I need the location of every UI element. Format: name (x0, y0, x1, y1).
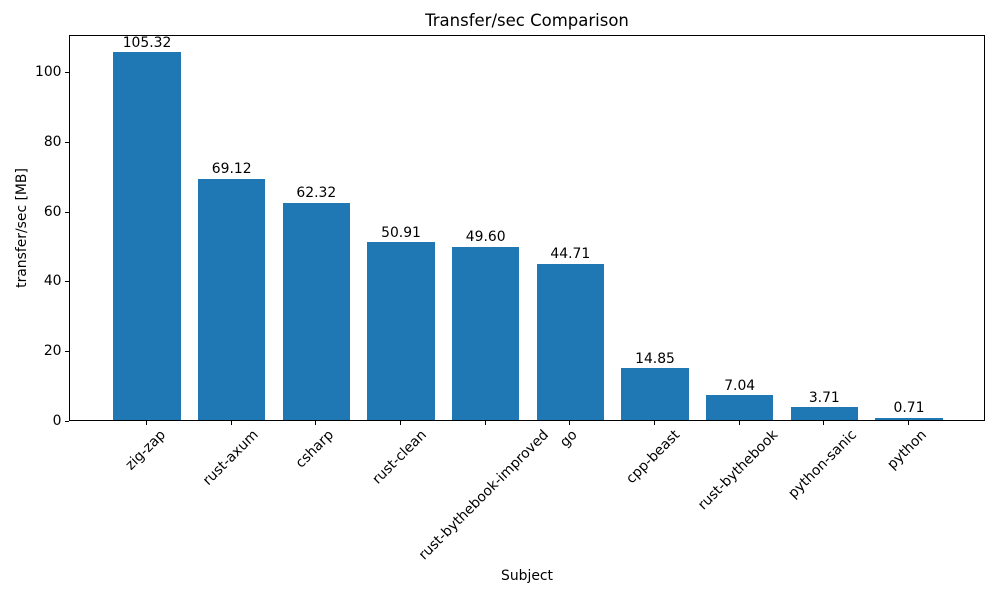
bar-rust-bythebook-improved (451, 246, 520, 420)
bar-rust-bythebook (705, 395, 774, 420)
bar-value-label: 69.12 (211, 161, 252, 178)
bar-cpp-beast (621, 368, 689, 420)
x-tick-label: rust-clean (369, 427, 430, 488)
x-tick-mark (400, 421, 401, 425)
bar-value-label: 44.71 (550, 246, 591, 263)
bar-python (875, 417, 943, 420)
x-tick-label: rust-bythebook (695, 427, 782, 514)
x-tick-mark (230, 421, 232, 425)
x-tick-mark (315, 421, 317, 425)
bar-python-sanic (790, 407, 859, 420)
bar-rust-clean (367, 242, 435, 420)
bar-value-label: 7.04 (724, 377, 756, 394)
chart-title: Transfer/sec Comparison (425, 11, 629, 30)
y-tick-mark (65, 421, 69, 422)
bar-value-label: 50.91 (381, 224, 421, 241)
x-tick-label: zig-zap (122, 427, 169, 474)
x-tick-label: python-sanic (785, 427, 861, 502)
x-tick-mark (823, 421, 825, 425)
y-tick-mark (65, 141, 69, 143)
bar-go (536, 263, 605, 420)
y-tick-mark (65, 351, 69, 353)
bar-value-label: 0.71 (893, 400, 925, 416)
x-tick-mark (569, 421, 571, 425)
bar-value-label: 14.85 (635, 350, 675, 367)
x-tick-label: cpp-beast (623, 427, 684, 487)
x-tick-label: csharp (292, 427, 337, 472)
y-tick-mark (65, 72, 69, 73)
x-tick-mark (738, 421, 740, 425)
bar-value-label: 49.60 (465, 229, 506, 246)
bar-value-label: 3.71 (808, 389, 840, 406)
bar-rust-axum (197, 178, 266, 420)
x-axis-label: Subject (501, 568, 553, 584)
x-tick-mark (654, 421, 655, 425)
x-tick-mark (146, 421, 147, 425)
plot-area: 105.32 69.12 62.32 50.91 49.60 44.71 14.85 7.04… (69, 35, 985, 421)
x-tick-label: rust-bythebook-improved (415, 427, 553, 564)
y-axis-label: transfer/sec [MB] (14, 168, 30, 288)
y-tick-label: 20 (43, 343, 62, 360)
y-tick-mark (65, 281, 69, 283)
bar-value-label: 62.32 (296, 185, 337, 201)
x-tick-label: python (884, 427, 931, 473)
x-tick-mark (484, 421, 486, 425)
bar-zig-zap (113, 52, 181, 420)
x-tick-label: rust-axum (199, 427, 262, 489)
bar-value-label: 105.32 (122, 34, 172, 51)
y-tick-label: 80 (43, 133, 62, 150)
y-tick-label: 40 (43, 273, 62, 290)
x-tick-label: go (557, 427, 581, 451)
y-tick-label: 100 (34, 64, 62, 80)
y-tick-label: 0 (52, 413, 62, 429)
bar-csharp (282, 202, 351, 420)
y-tick-mark (65, 211, 69, 213)
x-tick-mark (908, 421, 909, 425)
y-tick-label: 60 (43, 203, 62, 220)
